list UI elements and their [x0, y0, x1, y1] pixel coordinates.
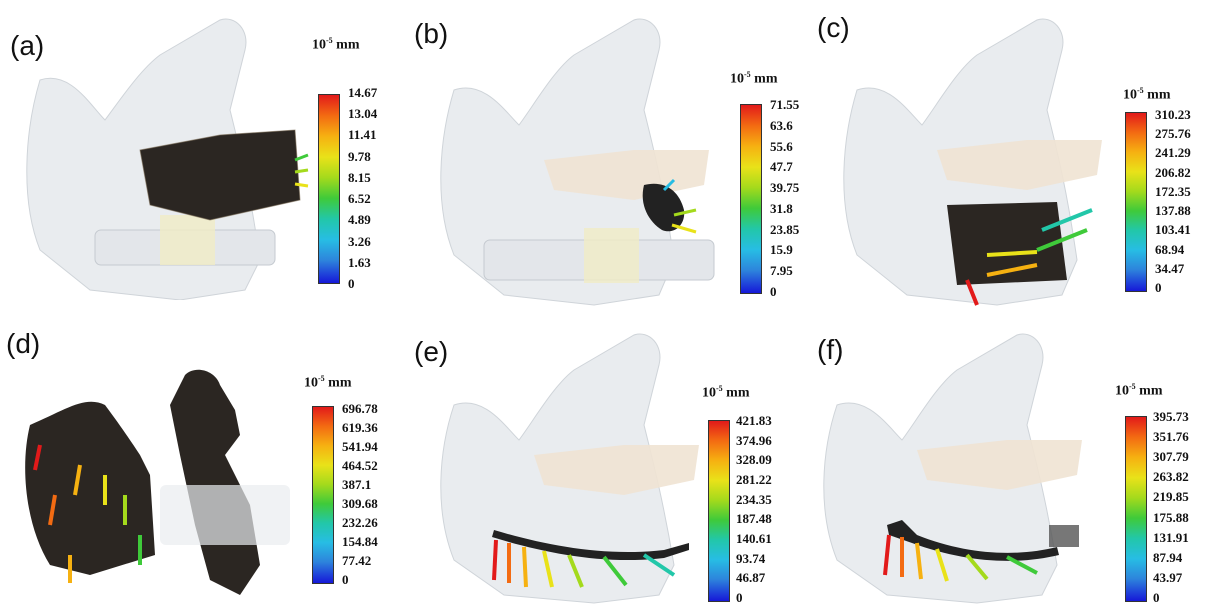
colorbar [312, 406, 334, 584]
colorbar-tick: 140.61 [736, 530, 772, 546]
colorbar-tick: 175.88 [1153, 509, 1189, 525]
colorbar-ticks: 395.73 351.76 307.79 263.82 219.85 175.8… [1153, 410, 1189, 604]
colorbar-unit: 10-5 mm [702, 384, 750, 401]
colorbar-tick: 34.47 [1155, 260, 1185, 276]
panel-c: (c) 10-5 mm 310.23 275.76 241.29 206.82 … [807, 0, 1211, 310]
panel-label: (f) [817, 334, 844, 365]
colorbar-tick: 63.6 [770, 117, 793, 133]
colorbar-unit: 10-5 mm [730, 70, 778, 87]
colorbar-tick: 421.83 [736, 413, 772, 428]
colorbar-tick: 0 [342, 572, 349, 587]
colorbar-ticks: 421.83 374.96 328.09 281.22 234.35 187.4… [736, 414, 772, 604]
colorbar-tick: 328.09 [736, 452, 772, 468]
colorbar-tick: 241.29 [1155, 145, 1191, 161]
colorbar-ticks: 14.67 13.04 11.41 9.78 8.15 6.52 4.89 3.… [348, 86, 377, 290]
panel-a: (a) 10-5 mm 14.67 13.04 11.41 9.78 8.15 … [0, 0, 404, 300]
colorbar-tick: 31.8 [770, 200, 793, 216]
colorbar-tick: 68.94 [1155, 241, 1185, 257]
colorbar-tick: 1.63 [348, 254, 371, 270]
colorbar-tick: 395.73 [1153, 409, 1189, 424]
panel-label: (a) [10, 30, 45, 61]
colorbar-tick: 137.88 [1155, 203, 1191, 219]
mandible-render [440, 18, 715, 306]
panel-label: (d) [6, 328, 41, 359]
colorbar-tick: 696.78 [342, 401, 378, 416]
colorbar-tick: 87.94 [1153, 549, 1183, 565]
colorbar [708, 420, 730, 602]
panel-label: (e) [414, 336, 449, 367]
colorbar-tick: 23.85 [770, 221, 800, 237]
colorbar [1125, 112, 1147, 292]
colorbar-tick: 13.04 [348, 106, 378, 122]
colorbar-tick: 103.41 [1155, 222, 1191, 238]
colorbar-tick: 55.6 [770, 138, 793, 154]
panel-b: (b) 10-5 mm 71.55 63.6 55.6 47.7 39.75 3… [404, 0, 807, 310]
colorbar-unit: 10-5 mm [1115, 382, 1163, 399]
colorbar-tick: 0 [1155, 279, 1162, 295]
colorbar-tick: 46.87 [736, 570, 766, 586]
colorbar-tick: 93.74 [736, 550, 766, 566]
colorbar-tick: 219.85 [1153, 489, 1189, 505]
colorbar-tick: 131.91 [1153, 529, 1189, 545]
colorbar-tick: 3.26 [348, 233, 371, 249]
mandible-render [25, 369, 290, 595]
colorbar-tick: 263.82 [1153, 469, 1189, 485]
panel-label: (c) [817, 12, 850, 43]
colorbar-tick: 15.9 [770, 242, 793, 258]
colorbar [740, 104, 762, 294]
colorbar-tick: 351.76 [1153, 429, 1189, 445]
colorbar-tick: 8.15 [348, 169, 371, 185]
mandible-render [440, 333, 699, 604]
colorbar-ticks: 71.55 63.6 55.6 47.7 39.75 31.8 23.85 15… [770, 98, 799, 298]
colorbar-tick: 6.52 [348, 191, 371, 207]
colorbar-tick: 541.94 [342, 439, 378, 454]
mandible-render [843, 18, 1102, 306]
colorbar-tick: 7.95 [770, 263, 793, 279]
colorbar-tick: 11.41 [348, 127, 377, 143]
colorbar-tick: 0 [1153, 589, 1160, 605]
mandible-render [823, 333, 1082, 604]
colorbar-tick: 619.36 [342, 420, 378, 435]
colorbar-tick: 275.76 [1155, 126, 1191, 142]
colorbar-tick: 310.23 [1155, 107, 1191, 122]
colorbar-ticks: 310.23 275.76 241.29 206.82 172.35 137.8… [1155, 108, 1191, 294]
colorbar-tick: 4.89 [348, 212, 371, 228]
colorbar-tick: 39.75 [770, 180, 800, 196]
colorbar-ticks: 696.78 619.36 541.94 464.52 387.1 309.68… [342, 402, 378, 586]
colorbar-tick: 77.42 [342, 553, 372, 568]
panel-d: (d) 10-5 mm 696.78 619.36 541.94 464.52 … [0, 320, 404, 608]
panel-e: (e) 10-5 mm 421.83 374.96 328.09 281.22 … [404, 320, 807, 608]
mandible-render [26, 18, 309, 300]
colorbar-tick: 464.52 [342, 458, 378, 473]
colorbar [1125, 416, 1147, 602]
colorbar-tick: 234.35 [736, 491, 772, 507]
panel-label: (b) [414, 18, 449, 49]
colorbar-tick: 47.7 [770, 159, 793, 175]
colorbar-tick: 14.67 [348, 85, 378, 100]
colorbar-tick: 187.48 [736, 511, 772, 527]
colorbar-tick: 307.79 [1153, 449, 1189, 465]
colorbar-tick: 0 [736, 589, 743, 605]
colorbar-tick: 71.55 [770, 97, 800, 112]
colorbar-tick: 0 [348, 275, 355, 291]
colorbar-tick: 374.96 [736, 432, 772, 448]
colorbar-tick: 43.97 [1153, 569, 1183, 585]
colorbar-tick: 9.78 [348, 148, 371, 164]
colorbar-tick: 281.22 [736, 471, 772, 487]
colorbar-tick: 172.35 [1155, 183, 1191, 199]
colorbar-tick: 154.84 [342, 534, 378, 549]
colorbar-unit: 10-5 mm [312, 36, 360, 53]
colorbar-tick: 206.82 [1155, 164, 1191, 180]
colorbar-tick: 309.68 [342, 496, 378, 511]
colorbar-tick: 0 [770, 283, 777, 299]
colorbar [318, 94, 340, 284]
panel-f: (f) 10-5 mm 395.73 351.76 307.79 263.82 … [807, 320, 1211, 608]
colorbar-tick: 232.26 [342, 515, 378, 530]
colorbar-unit: 10-5 mm [304, 374, 352, 391]
colorbar-unit: 10-5 mm [1123, 86, 1171, 103]
colorbar-tick: 387.1 [342, 477, 372, 492]
